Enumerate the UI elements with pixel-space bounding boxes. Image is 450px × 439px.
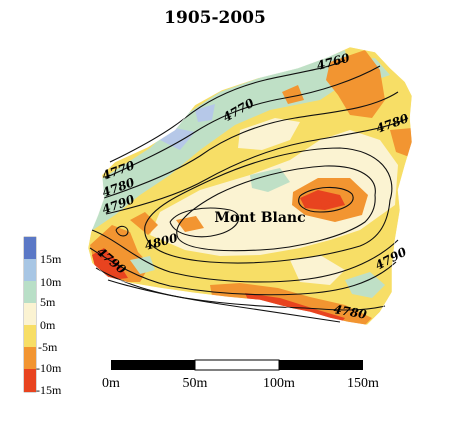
orange-patch — [282, 85, 304, 104]
green-patch — [130, 256, 155, 274]
green-patch — [345, 272, 385, 298]
legend: 15m 10m 5m 0m -5m -10m -15m — [23, 236, 62, 397]
contour-label: 4780 — [332, 302, 368, 322]
legend-swatch-minus10m — [24, 347, 36, 369]
scale-segment-black — [279, 360, 363, 370]
legend-label: -10m — [36, 361, 62, 375]
legend-label: 5m — [40, 295, 56, 309]
scale-label: 100m — [263, 376, 295, 391]
orange-patch-east — [390, 128, 412, 158]
legend-label: -15m — [36, 383, 62, 397]
legend-swatch-5m — [24, 281, 36, 303]
scale-segment-black — [111, 360, 195, 370]
orange-patch — [130, 212, 158, 235]
map-boundary — [87, 46, 413, 326]
scale-segment-white — [194, 359, 280, 371]
map-title: 1905-2005 — [164, 8, 266, 28]
contour-lines — [89, 59, 409, 323]
blue-patch — [195, 104, 215, 122]
legend-label: 15m — [40, 252, 62, 266]
legend-label: -5m — [38, 340, 58, 354]
legend-swatch-15m — [24, 237, 36, 259]
orange-zone-north — [326, 50, 385, 118]
green-zone — [88, 50, 350, 232]
elevation-change-map — [88, 47, 412, 325]
legend-swatch-10m — [24, 259, 36, 281]
legend-swatch-minus5m — [24, 325, 36, 347]
summit-label: Mont Blanc — [214, 210, 305, 226]
cream-patch — [290, 255, 345, 285]
legend-label: 0m — [40, 318, 56, 332]
legend-swatch-0m — [24, 303, 36, 325]
scale-label: 150m — [347, 376, 379, 391]
cream-zone — [150, 130, 398, 256]
scale-label: 0m — [102, 376, 120, 391]
legend-label: 10m — [40, 275, 62, 289]
scale-bar: 0m 50m 100m 150m — [102, 359, 379, 391]
scale-label: 50m — [183, 376, 208, 391]
cream-patch — [238, 118, 300, 150]
legend-swatch-minus15m — [24, 369, 36, 392]
summit-marker-icon — [320, 198, 334, 208]
green-patch — [250, 168, 290, 192]
